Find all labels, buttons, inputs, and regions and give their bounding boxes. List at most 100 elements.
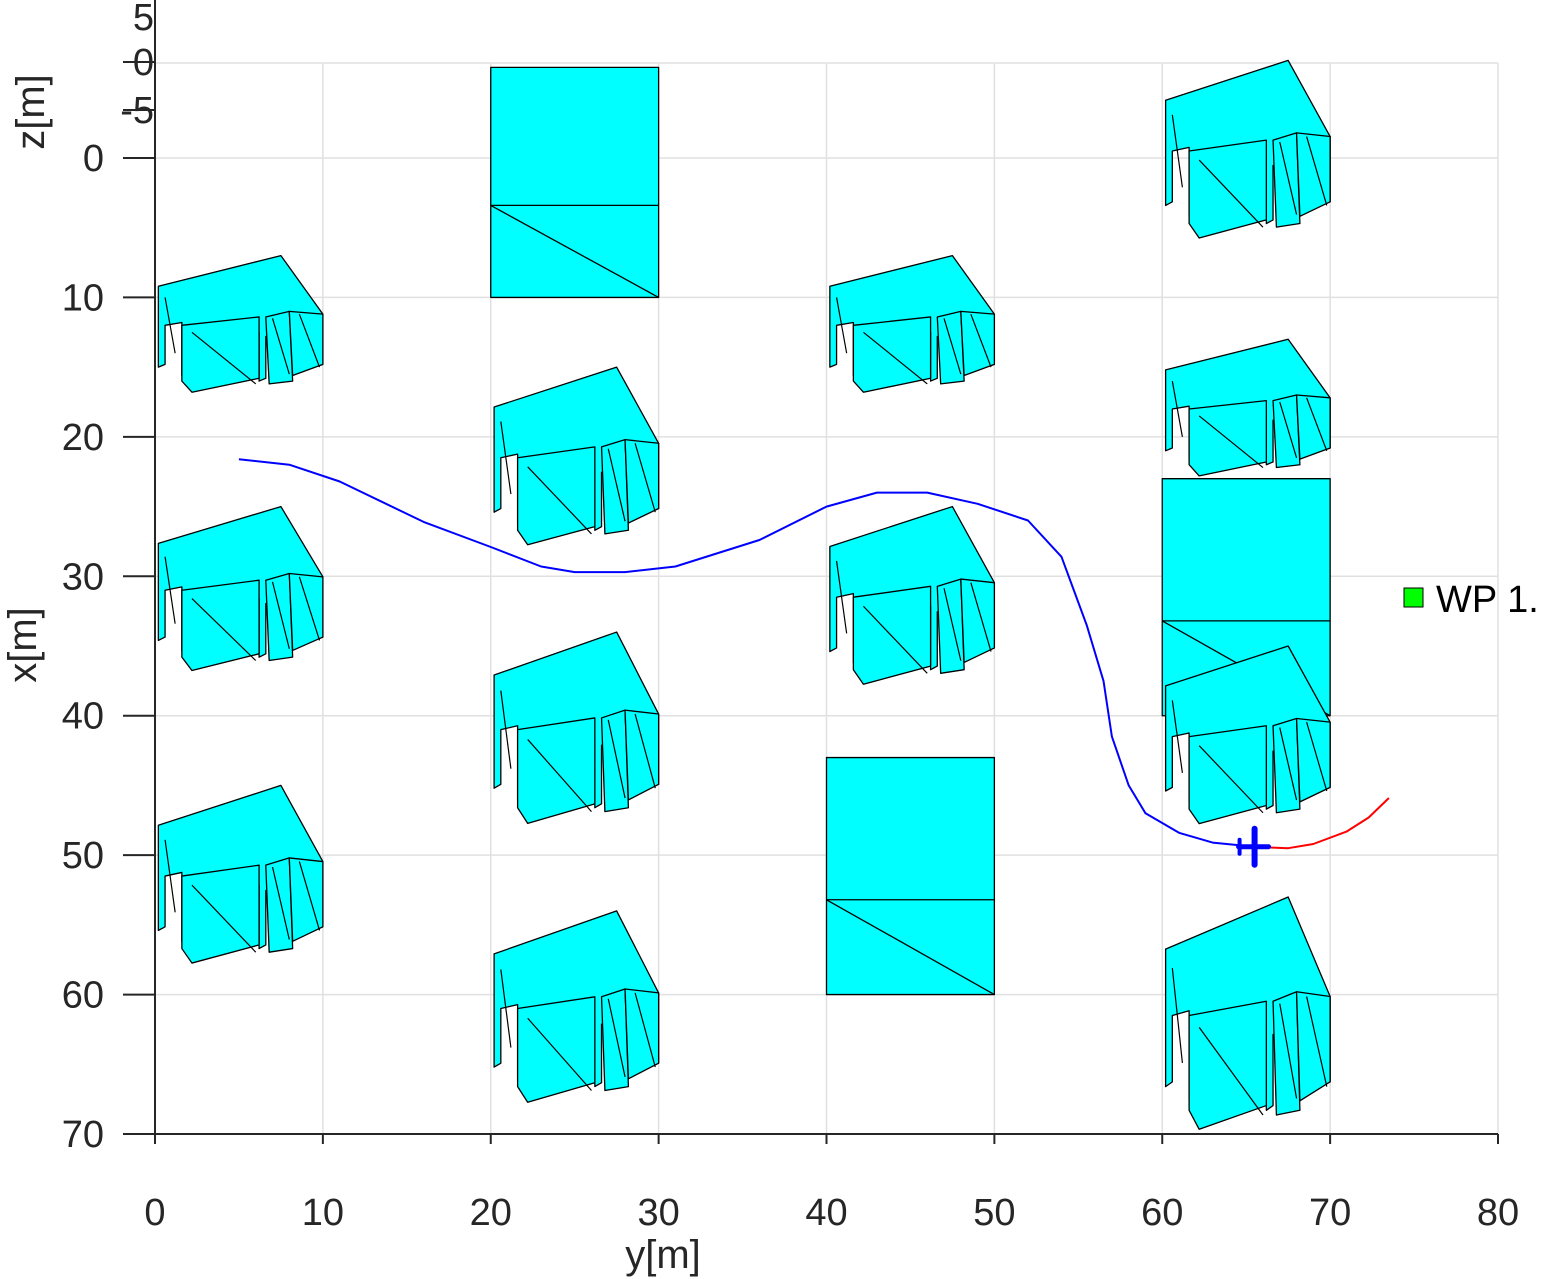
y-tick-label: 30 [62,556,104,598]
building-face-side [936,310,965,385]
building-edge [634,713,656,789]
building-edge [1198,159,1264,228]
building-edge [500,690,512,769]
building-13 [825,756,996,996]
y-tick-label: 20 [62,417,104,459]
buildings-layer [157,59,1331,1130]
building-face-right [1295,132,1331,217]
building-face-side [1272,991,1301,1116]
building-edge [191,331,257,385]
building-face-side [936,578,965,674]
building-edge [1279,727,1298,801]
building-edge [191,598,257,661]
trajectory-line [238,458,1255,848]
building-edge [1171,114,1183,188]
x-tick-label: 60 [1141,1192,1183,1234]
building-edge [500,969,512,1048]
building-11 [157,784,324,964]
x-tick-label: 0 [144,1192,165,1234]
building-face-right [288,572,324,652]
building-edge [164,297,176,354]
building-face-right [1295,991,1331,1102]
building-face-side [1272,394,1301,469]
legend-marker-wp1 [1403,587,1424,608]
building-edge [826,899,995,996]
legend-label-wp1: WP 1. [1436,579,1539,621]
building-face-front [181,864,260,964]
building-face-right [624,438,660,524]
building-box-face [490,66,660,299]
building-face-right [288,310,324,377]
building-edge [607,998,626,1077]
building-6 [157,505,324,672]
x-tick-label: 30 [637,1192,679,1234]
x-tick-label: 10 [302,1192,344,1234]
building-face-front [181,579,260,672]
building-edge [298,861,321,931]
z-tick-label: 5 [133,0,154,39]
building-face-front [1188,139,1267,239]
building-2 [493,366,660,546]
building-edge [835,297,848,354]
building-edge [943,588,962,661]
x-tick-label: 20 [470,1192,512,1234]
building-edge [634,992,656,1068]
building-edge [1171,968,1183,1063]
building-5 [1164,59,1331,239]
building-face-side [600,709,630,813]
building-edge [1279,401,1298,458]
building-edge [970,582,992,652]
building-face-right [1295,717,1331,803]
x-tick-label: 70 [1309,1192,1351,1234]
building-3 [490,66,660,299]
building-edge [1279,141,1298,215]
building-edge [1279,1003,1298,1099]
axes-layer [123,0,1499,1144]
building-1 [157,254,324,393]
building-edge [970,313,992,368]
building-edge [607,719,626,799]
building-edge [271,318,290,375]
building-edge [500,421,512,495]
building-face-front [1188,725,1267,825]
aircraft-icon [1236,825,1272,868]
z-tick-label: -5 [120,90,154,132]
building-face-side [1272,132,1301,228]
y-tick-label: 50 [62,835,104,877]
building-face-front [1188,1000,1267,1130]
building-9 [1164,338,1331,477]
y-axis-label: x[m] [1,607,45,683]
building-12 [493,910,660,1103]
building-edge [1306,996,1328,1087]
building-face-front [516,446,596,546]
building-15 [1164,896,1331,1130]
building-face-side [265,572,294,662]
building-14 [1164,645,1331,825]
building-edge [1198,415,1264,468]
building-edge [191,884,257,953]
building-face-side [1272,717,1301,814]
building-face-right [288,857,324,942]
legend: WP 1. [1403,579,1539,621]
building-edge [298,576,321,641]
building-face-side [600,438,630,535]
y-tick-label: 60 [62,975,104,1017]
building-edge [298,313,321,368]
building-edge [527,739,592,813]
building-edge [1306,721,1328,792]
x-axis-label: y[m] [625,1233,701,1277]
building-7 [493,631,660,825]
building-edge [527,1017,592,1091]
building-edge [634,443,656,513]
building-face-right [1295,394,1331,460]
building-face-front [852,585,932,685]
x-tick-label: 80 [1477,1192,1519,1234]
y-tick-label: 0 [83,138,104,180]
building-face-right [960,310,996,377]
building-edge [607,448,626,522]
building-face-right [624,988,660,1080]
building-edge [1198,1026,1264,1116]
building-edge [835,560,848,634]
x-tick-label: 40 [805,1192,847,1234]
